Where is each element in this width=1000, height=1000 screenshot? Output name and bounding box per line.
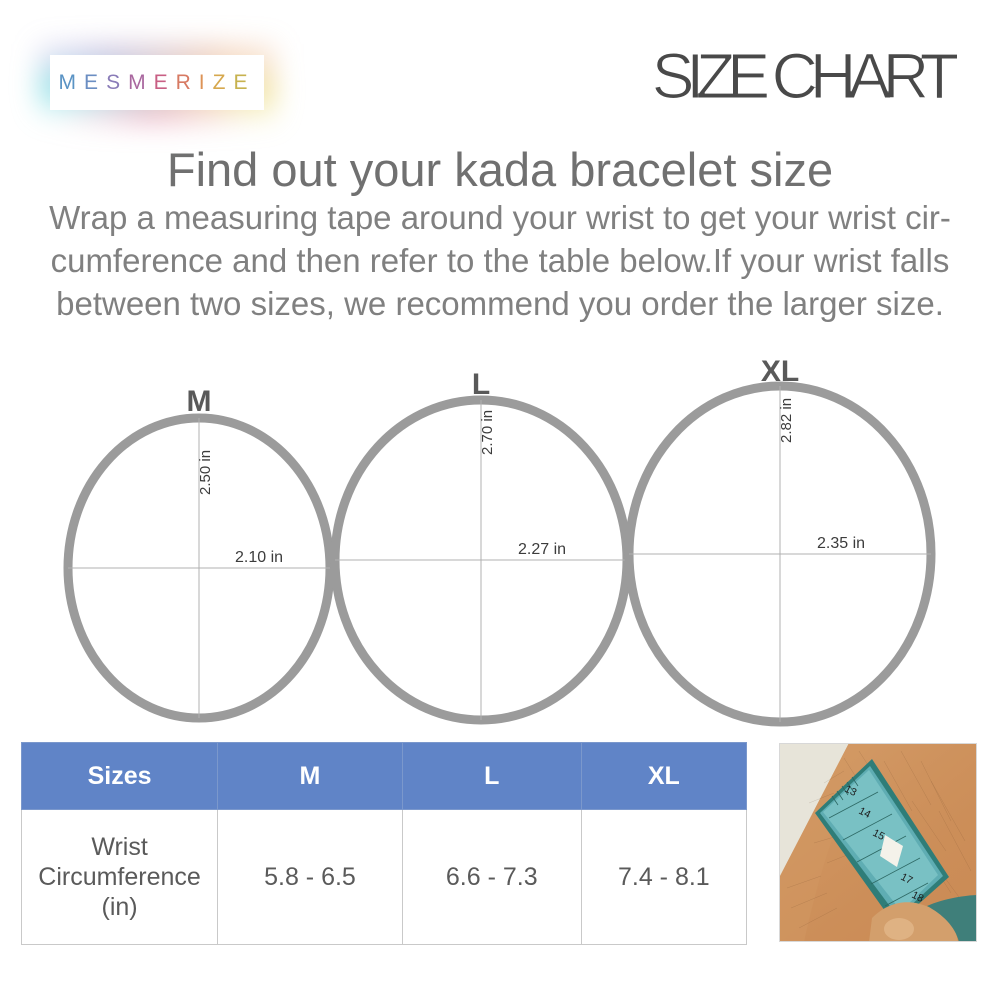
svg-text:2.70 in: 2.70 in (479, 410, 496, 455)
svg-text:2.35 in: 2.35 in (817, 535, 865, 552)
svg-text:2.27 in: 2.27 in (518, 541, 566, 558)
svg-text:2.10 in: 2.10 in (235, 549, 283, 566)
svg-text:2.82 in: 2.82 in (778, 398, 795, 443)
svg-text:2.50 in: 2.50 in (197, 450, 214, 495)
svg-text:M: M (187, 385, 212, 418)
